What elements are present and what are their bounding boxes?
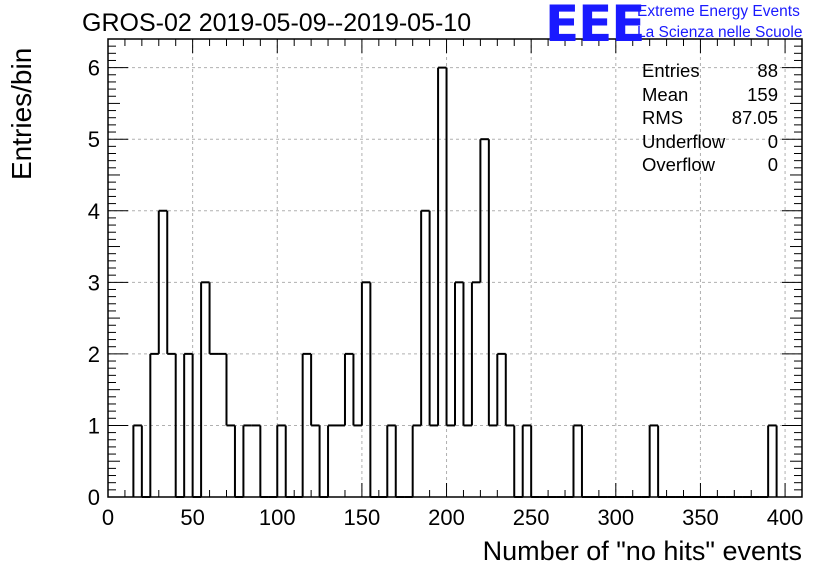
histogram-bin	[496, 352, 506, 426]
histogram-bin	[140, 425, 151, 498]
stats-value: 0	[767, 130, 778, 152]
histogram-bin	[301, 352, 312, 497]
logo-text-line2: La Scienza nelle Scuole	[637, 24, 803, 41]
y-tick-label: 5	[88, 127, 100, 152]
x-tick-label: 50	[180, 505, 204, 530]
histogram-bin	[174, 353, 185, 498]
stats-row-underflow: Underflow 0	[642, 130, 778, 154]
histogram-bin	[157, 209, 168, 354]
y-tick-label: 3	[88, 270, 100, 295]
histogram-bin	[242, 424, 252, 497]
stats-box: Entries 88 Mean 159 RMS 87.05 Underflow …	[642, 59, 778, 177]
histogram-bin	[479, 138, 489, 283]
histogram-bin	[437, 66, 447, 426]
histogram-bin	[276, 424, 286, 497]
x-tick-label: 100	[259, 505, 296, 530]
histogram-bin	[208, 282, 219, 355]
histogram-bin	[318, 425, 329, 498]
stats-row-overflow: Overflow 0	[642, 153, 778, 177]
stats-label: Overflow	[642, 154, 715, 175]
histogram-bin	[521, 424, 532, 497]
histogram-bin	[132, 424, 142, 497]
histogram-bin	[360, 281, 371, 426]
histogram-bin	[487, 139, 498, 427]
histogram-bin	[572, 424, 582, 497]
histogram-bin	[445, 67, 455, 427]
x-tick-label: 400	[767, 505, 804, 530]
stats-row-rms: RMS 87.05	[642, 106, 778, 130]
stats-value: 159	[747, 83, 778, 105]
histogram-bin	[454, 281, 464, 426]
histogram-bin	[411, 424, 422, 497]
histogram-bin	[352, 353, 362, 427]
histogram-bin	[200, 281, 210, 497]
stats-value: 88	[757, 60, 778, 81]
histogram-bin	[225, 353, 235, 427]
histogram-bin	[462, 282, 472, 427]
x-tick-label: 0	[102, 505, 114, 530]
y-tick-label: 1	[88, 413, 100, 438]
y-tick-label: 4	[88, 199, 100, 224]
stats-label: Mean	[642, 83, 689, 105]
histogram-bin	[149, 352, 159, 497]
y-tick-label: 0	[88, 485, 100, 510]
chart-title: GROS-02 2019-05-09--2019-05-10	[82, 9, 472, 37]
x-tick-label: 200	[428, 505, 465, 530]
y-tick-label: 6	[88, 56, 100, 81]
x-tick-label: 300	[597, 505, 634, 530]
histogram-bin	[284, 425, 295, 498]
histogram-bin	[183, 352, 193, 497]
histogram-bin	[580, 425, 591, 498]
stats-value: 87.05	[731, 107, 778, 128]
histogram-bin	[648, 424, 659, 497]
histogram-bin	[386, 424, 396, 497]
histogram-bin	[191, 353, 202, 498]
histogram-bins	[132, 66, 778, 498]
eee-logo: EEE	[545, 0, 645, 53]
stats-label: RMS	[642, 107, 684, 128]
stats-value: 0	[767, 154, 778, 175]
histogram-bin	[470, 281, 481, 426]
histogram-bin	[428, 210, 439, 427]
histogram-bin	[504, 353, 515, 427]
histogram-bin	[327, 424, 337, 497]
histogram-bin	[233, 425, 244, 498]
x-tick-label: 150	[344, 505, 381, 530]
y-axis-label: Entries/bin	[6, 47, 37, 180]
histogram-bin	[420, 209, 430, 426]
histogram-bin	[657, 425, 667, 498]
logo-text-line1: Extreme Energy Events	[637, 3, 800, 20]
histogram-bin	[259, 425, 269, 498]
x-axis-label: Number of "no hits" events	[482, 536, 802, 566]
histogram-bin	[767, 424, 778, 497]
histogram-bin	[530, 425, 540, 498]
stats-row-mean: Mean 159	[642, 83, 778, 107]
stats-label: Underflow	[642, 130, 726, 152]
histogram-bin	[343, 352, 354, 426]
y-tick-label: 2	[88, 342, 100, 367]
histogram-bin	[394, 425, 405, 498]
x-tick-label: 250	[513, 505, 550, 530]
stats-row-entries: Entries 88	[642, 59, 778, 83]
stats-label: Entries	[642, 60, 700, 81]
x-tick-label: 350	[682, 505, 719, 530]
histogram-bin	[369, 282, 379, 498]
histogram-bin	[513, 425, 523, 498]
histogram-bin	[166, 210, 176, 355]
tick-labels: 0 50 100 150 200 250 300 350 400 0 1 2 3 4 5 6	[88, 56, 804, 530]
histogram-bin	[310, 353, 320, 427]
